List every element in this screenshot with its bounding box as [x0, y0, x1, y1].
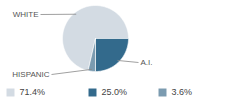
svg-text:WHITE: WHITE	[13, 10, 39, 19]
svg-text:25.0%: 25.0%	[102, 87, 128, 97]
svg-text:A.I.: A.I.	[141, 58, 153, 67]
svg-text:HISPANIC: HISPANIC	[12, 70, 49, 79]
svg-text:3.6%: 3.6%	[172, 87, 193, 97]
svg-text:71.4%: 71.4%	[20, 87, 46, 97]
